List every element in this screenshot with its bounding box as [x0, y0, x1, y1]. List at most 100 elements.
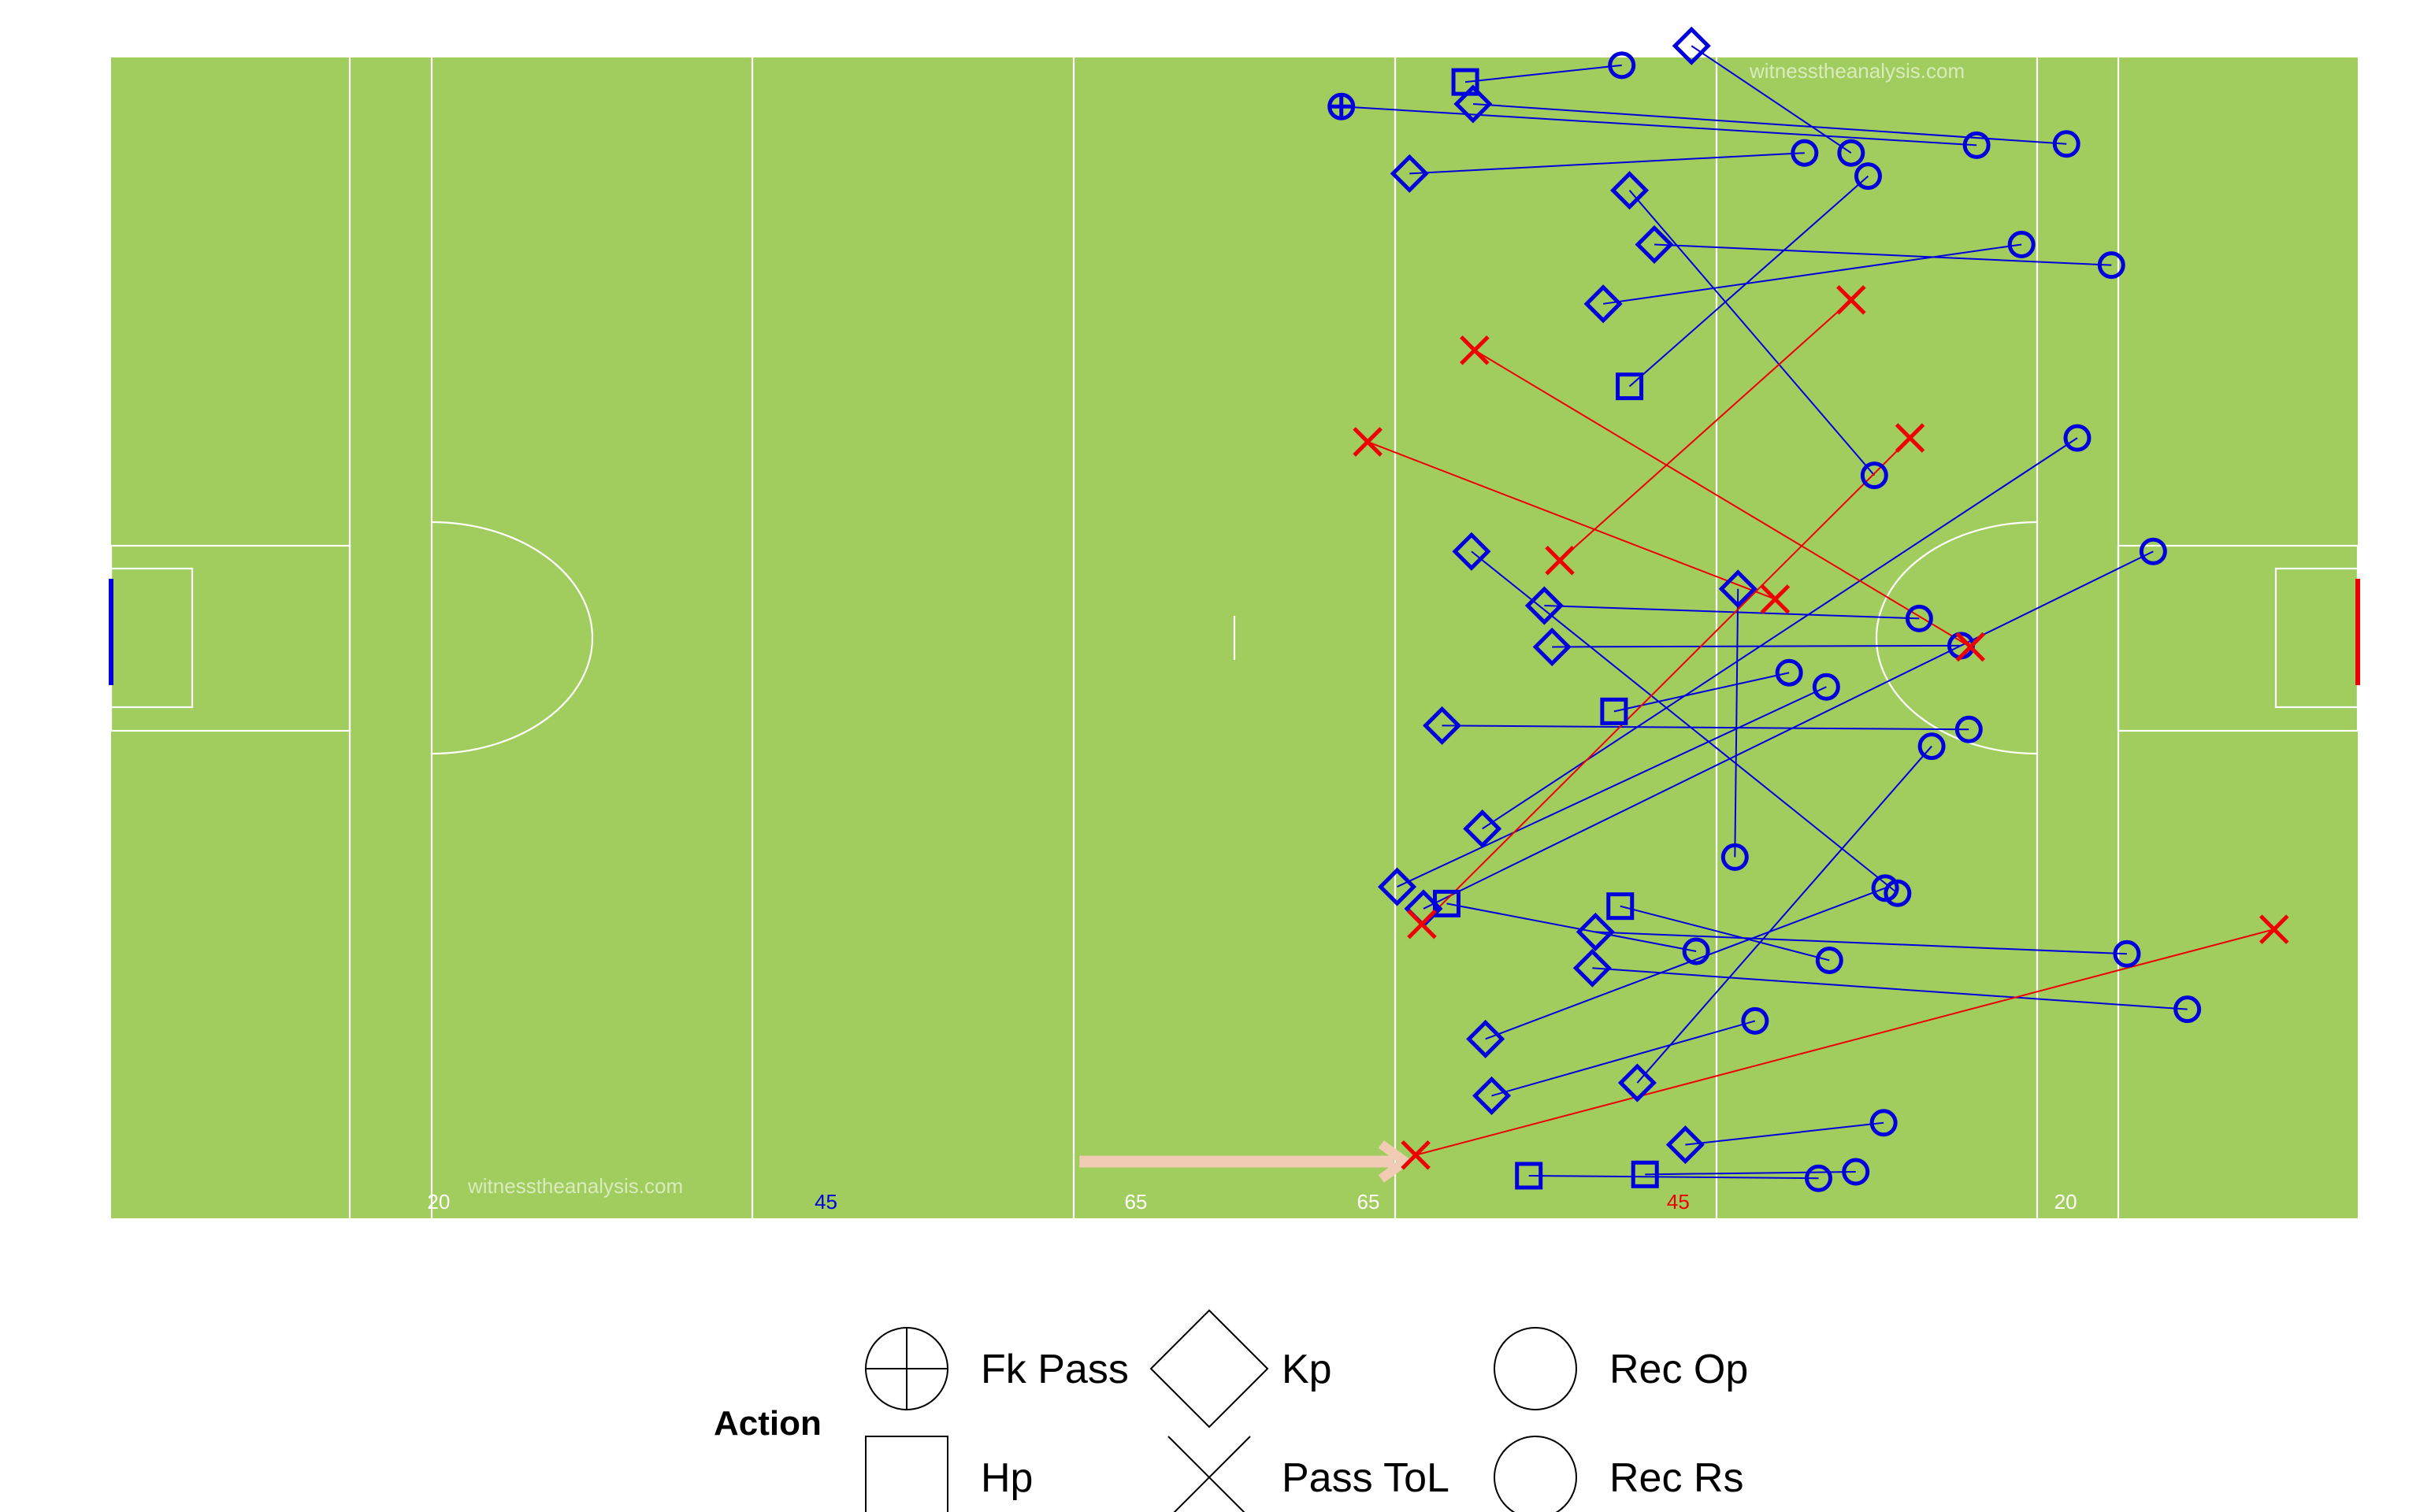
receive-circle-marker	[1842, 1158, 1870, 1186]
pass-line	[1423, 550, 2154, 910]
diamond-pass-marker	[1672, 26, 1711, 65]
diamond-pass-marker	[1452, 532, 1491, 571]
square-pass-marker	[1606, 892, 1635, 921]
x-pass-marker	[1407, 909, 1437, 939]
diamond-pass-marker	[1665, 1125, 1705, 1165]
receive-circle-marker	[2052, 130, 2080, 158]
legend-label-fk-pass: Fk Pass	[981, 1347, 1129, 1392]
receive-circle-marker	[1682, 937, 1710, 965]
receive-circle-marker	[1775, 658, 1803, 687]
watermark-top: witnesstheanalysis.com	[1749, 59, 1965, 83]
pass-line	[1552, 644, 1962, 648]
diamond-pass-marker	[1610, 171, 1650, 210]
diamond-pass-marker	[1572, 948, 1612, 988]
diamond-pass-marker	[1617, 1063, 1657, 1102]
diamond-pass-marker	[1423, 706, 1462, 745]
receive-circle-marker	[1869, 1109, 1898, 1137]
receive-circle-marker	[1954, 715, 1983, 743]
yard-label: 45	[1667, 1190, 1690, 1214]
x-pass-marker	[1460, 335, 1490, 365]
legend-label-rec-op: Rec Op	[1609, 1347, 1748, 1392]
turnover-x-marker	[1760, 584, 1791, 614]
receive-circle-marker	[2063, 424, 2092, 452]
square-pass-marker	[1616, 372, 1644, 401]
turnover-x-marker	[1836, 285, 1866, 315]
pass-line	[1645, 1171, 1856, 1176]
receive-circle-marker	[1962, 131, 1991, 159]
pass-line	[1636, 745, 1932, 1084]
x-pass-marker	[1353, 427, 1383, 457]
diamond-pass-marker	[1453, 84, 1493, 124]
receive-circle-marker	[1812, 673, 1840, 701]
pass-line	[1341, 106, 1977, 146]
pass-line	[1464, 64, 1622, 83]
receive-circle-marker	[2113, 939, 2141, 968]
pass-line	[1685, 1121, 1884, 1146]
pass-line	[1654, 243, 2112, 266]
pass-line	[1734, 588, 1739, 858]
pass-line	[1628, 175, 1869, 387]
attack-direction-arrow	[1079, 1140, 1413, 1183]
pass-line	[1409, 152, 1805, 175]
yard-label: 20	[427, 1190, 450, 1214]
legend-circle-icon	[1494, 1327, 1577, 1410]
pass-line	[1613, 672, 1790, 713]
yard-labels: 20 45 65 65 45 20	[427, 1190, 2077, 1214]
pass-line	[1528, 1174, 1819, 1180]
pass-line	[1482, 437, 2078, 830]
receive-circle-marker	[1608, 51, 1636, 80]
pitch: witnesstheanalysis.com witnesstheanalysi…	[109, 57, 2360, 1218]
receive-circle-marker	[2139, 537, 2167, 565]
diamond-pass-marker	[1377, 867, 1417, 906]
pass-line	[1595, 931, 2127, 955]
turnover-x-marker	[1955, 632, 1986, 662]
legend-key-rec-op: Rec Op	[1494, 1327, 1748, 1410]
pass-line	[1397, 686, 1827, 888]
pass-line	[1471, 550, 1899, 895]
turnover-x-marker	[1895, 423, 1925, 453]
legend-label-kp: Kp	[1282, 1347, 1332, 1392]
pass-line	[1602, 243, 2022, 305]
receive-circle-marker	[1884, 879, 1912, 907]
diamond-pass-marker	[1576, 912, 1615, 951]
yard-label: 65	[1124, 1190, 1147, 1214]
diamond-pass-marker	[1390, 154, 1429, 193]
pass-line	[1474, 349, 1971, 648]
watermark-bottom: witnesstheanalysis.com	[467, 1174, 683, 1198]
pass-line	[1446, 902, 1697, 952]
pass-line	[1559, 299, 1852, 561]
diamond-pass-marker	[1524, 586, 1564, 625]
legend-key-pass-tol: Pass ToL	[1167, 1436, 1449, 1512]
pass-line	[1421, 437, 1911, 925]
legend-title: Action	[714, 1404, 822, 1443]
pass-lines	[1341, 45, 2275, 1180]
legend-diamond-icon	[1149, 1309, 1269, 1429]
receive-circle-marker	[1837, 139, 1865, 167]
receive-circle-marker	[1815, 946, 1843, 974]
receive-circle-marker	[1720, 843, 1749, 871]
diamond-pass-marker	[1635, 224, 1674, 265]
arrow-head	[1378, 1140, 1413, 1183]
receive-circle-marker	[1741, 1006, 1769, 1035]
x-pass-marker	[1545, 545, 1575, 576]
receive-circle-marker	[1871, 874, 1899, 902]
receive-circle-marker	[2173, 995, 2202, 1024]
receive-circle-marker	[1905, 604, 1933, 632]
yard-label: 20	[2054, 1190, 2077, 1214]
diamond-pass-marker	[1532, 627, 1572, 666]
diamond-pass-marker	[1583, 284, 1623, 324]
legend-circle-icon-rs	[1494, 1436, 1577, 1512]
legend-key-kp: Kp	[1149, 1309, 1332, 1429]
yard-label: 65	[1357, 1190, 1380, 1214]
pass-line	[1485, 887, 1886, 1040]
pass-line	[1367, 441, 1776, 600]
diamond-pass-marker	[1463, 809, 1502, 848]
square-pass-marker	[1631, 1160, 1659, 1188]
turnover-x-marker	[2259, 914, 2289, 944]
legend-label-hp: Hp	[981, 1455, 1033, 1501]
receive-circle-marker	[1791, 139, 1819, 167]
yard-label: 45	[815, 1190, 837, 1214]
receive-circle-marker	[1917, 732, 1946, 761]
pass-line	[1691, 45, 1852, 154]
